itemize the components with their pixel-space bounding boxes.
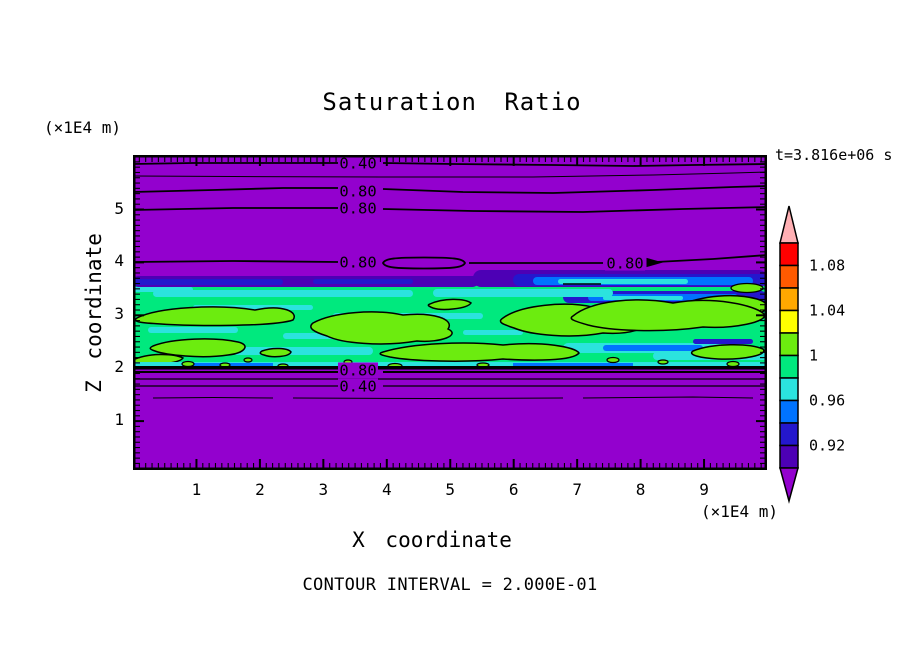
x-tick-label: 4	[381, 480, 392, 499]
colorbar-segment	[779, 354, 799, 379]
y-tick-label: 4	[114, 251, 124, 271]
contour-label: 0.80	[339, 254, 376, 272]
colorbar-segment	[779, 242, 799, 267]
x-axis-title: X coordinate	[352, 528, 512, 552]
colorbar-segment	[779, 264, 799, 289]
colorbar-overflow-bottom	[779, 467, 799, 504]
colorbar-segment	[779, 422, 799, 447]
x-tick-label: 5	[445, 480, 456, 499]
x-tick-label: 7	[572, 480, 582, 499]
colorbar-tick-label: 1.08	[809, 257, 845, 275]
colorbar-segment	[779, 377, 799, 402]
colorbar-segment	[779, 287, 799, 312]
y-tick-label: 5	[114, 198, 124, 218]
colorbar-overflow-top	[779, 205, 799, 244]
y-axis-unit-label: (×1E4 m)	[44, 118, 122, 137]
colorbar: 1.08 1.04 1 0.96 0.92	[779, 200, 899, 508]
x-tick-label: 6	[508, 480, 519, 499]
colorbar-segment	[779, 332, 799, 357]
x-tick-label: 9	[699, 480, 709, 499]
contour-label: 0.80	[339, 183, 376, 201]
colorbar-tick-label: 0.92	[809, 437, 845, 455]
x-axis-unit-label: (×1E4 m)	[700, 502, 778, 521]
contour-label: 0.80	[339, 200, 376, 218]
chart-title: Saturation Ratio	[322, 88, 582, 116]
colorbar-segment	[779, 309, 799, 334]
colorbar-segment	[779, 399, 799, 424]
colorbar-tick-label: 1.04	[809, 302, 845, 320]
colorbar-segment	[779, 444, 799, 469]
y-tick-label: 2	[114, 357, 124, 377]
contour-label: 0.80	[606, 255, 643, 273]
contour-label: 0.40	[339, 155, 376, 173]
x-tick-label: 3	[318, 480, 329, 499]
saturation-field: 0.400.800.800.80 0.800.800.40	[132, 155, 768, 470]
contour-label: 0.80	[339, 362, 376, 380]
x-tick-label: 8	[635, 480, 646, 499]
x-tick-label: 2	[255, 480, 265, 499]
contour-label: 0.40	[339, 378, 376, 396]
y-tick-label: 3	[114, 304, 124, 324]
contour-interval-note: CONTOUR INTERVAL = 2.000E-01	[302, 575, 598, 595]
colorbar-tick-label: 1	[809, 347, 818, 365]
colorbar-tick-label: 0.96	[809, 392, 845, 410]
x-tick-label: 1	[191, 480, 202, 499]
plot-area: 0.40 0.80 0.80 0.80 0.80 0.80 0.40	[132, 155, 768, 470]
time-annotation: t=3.816e+06 s	[775, 146, 893, 164]
y-tick-label: 1	[114, 410, 124, 430]
